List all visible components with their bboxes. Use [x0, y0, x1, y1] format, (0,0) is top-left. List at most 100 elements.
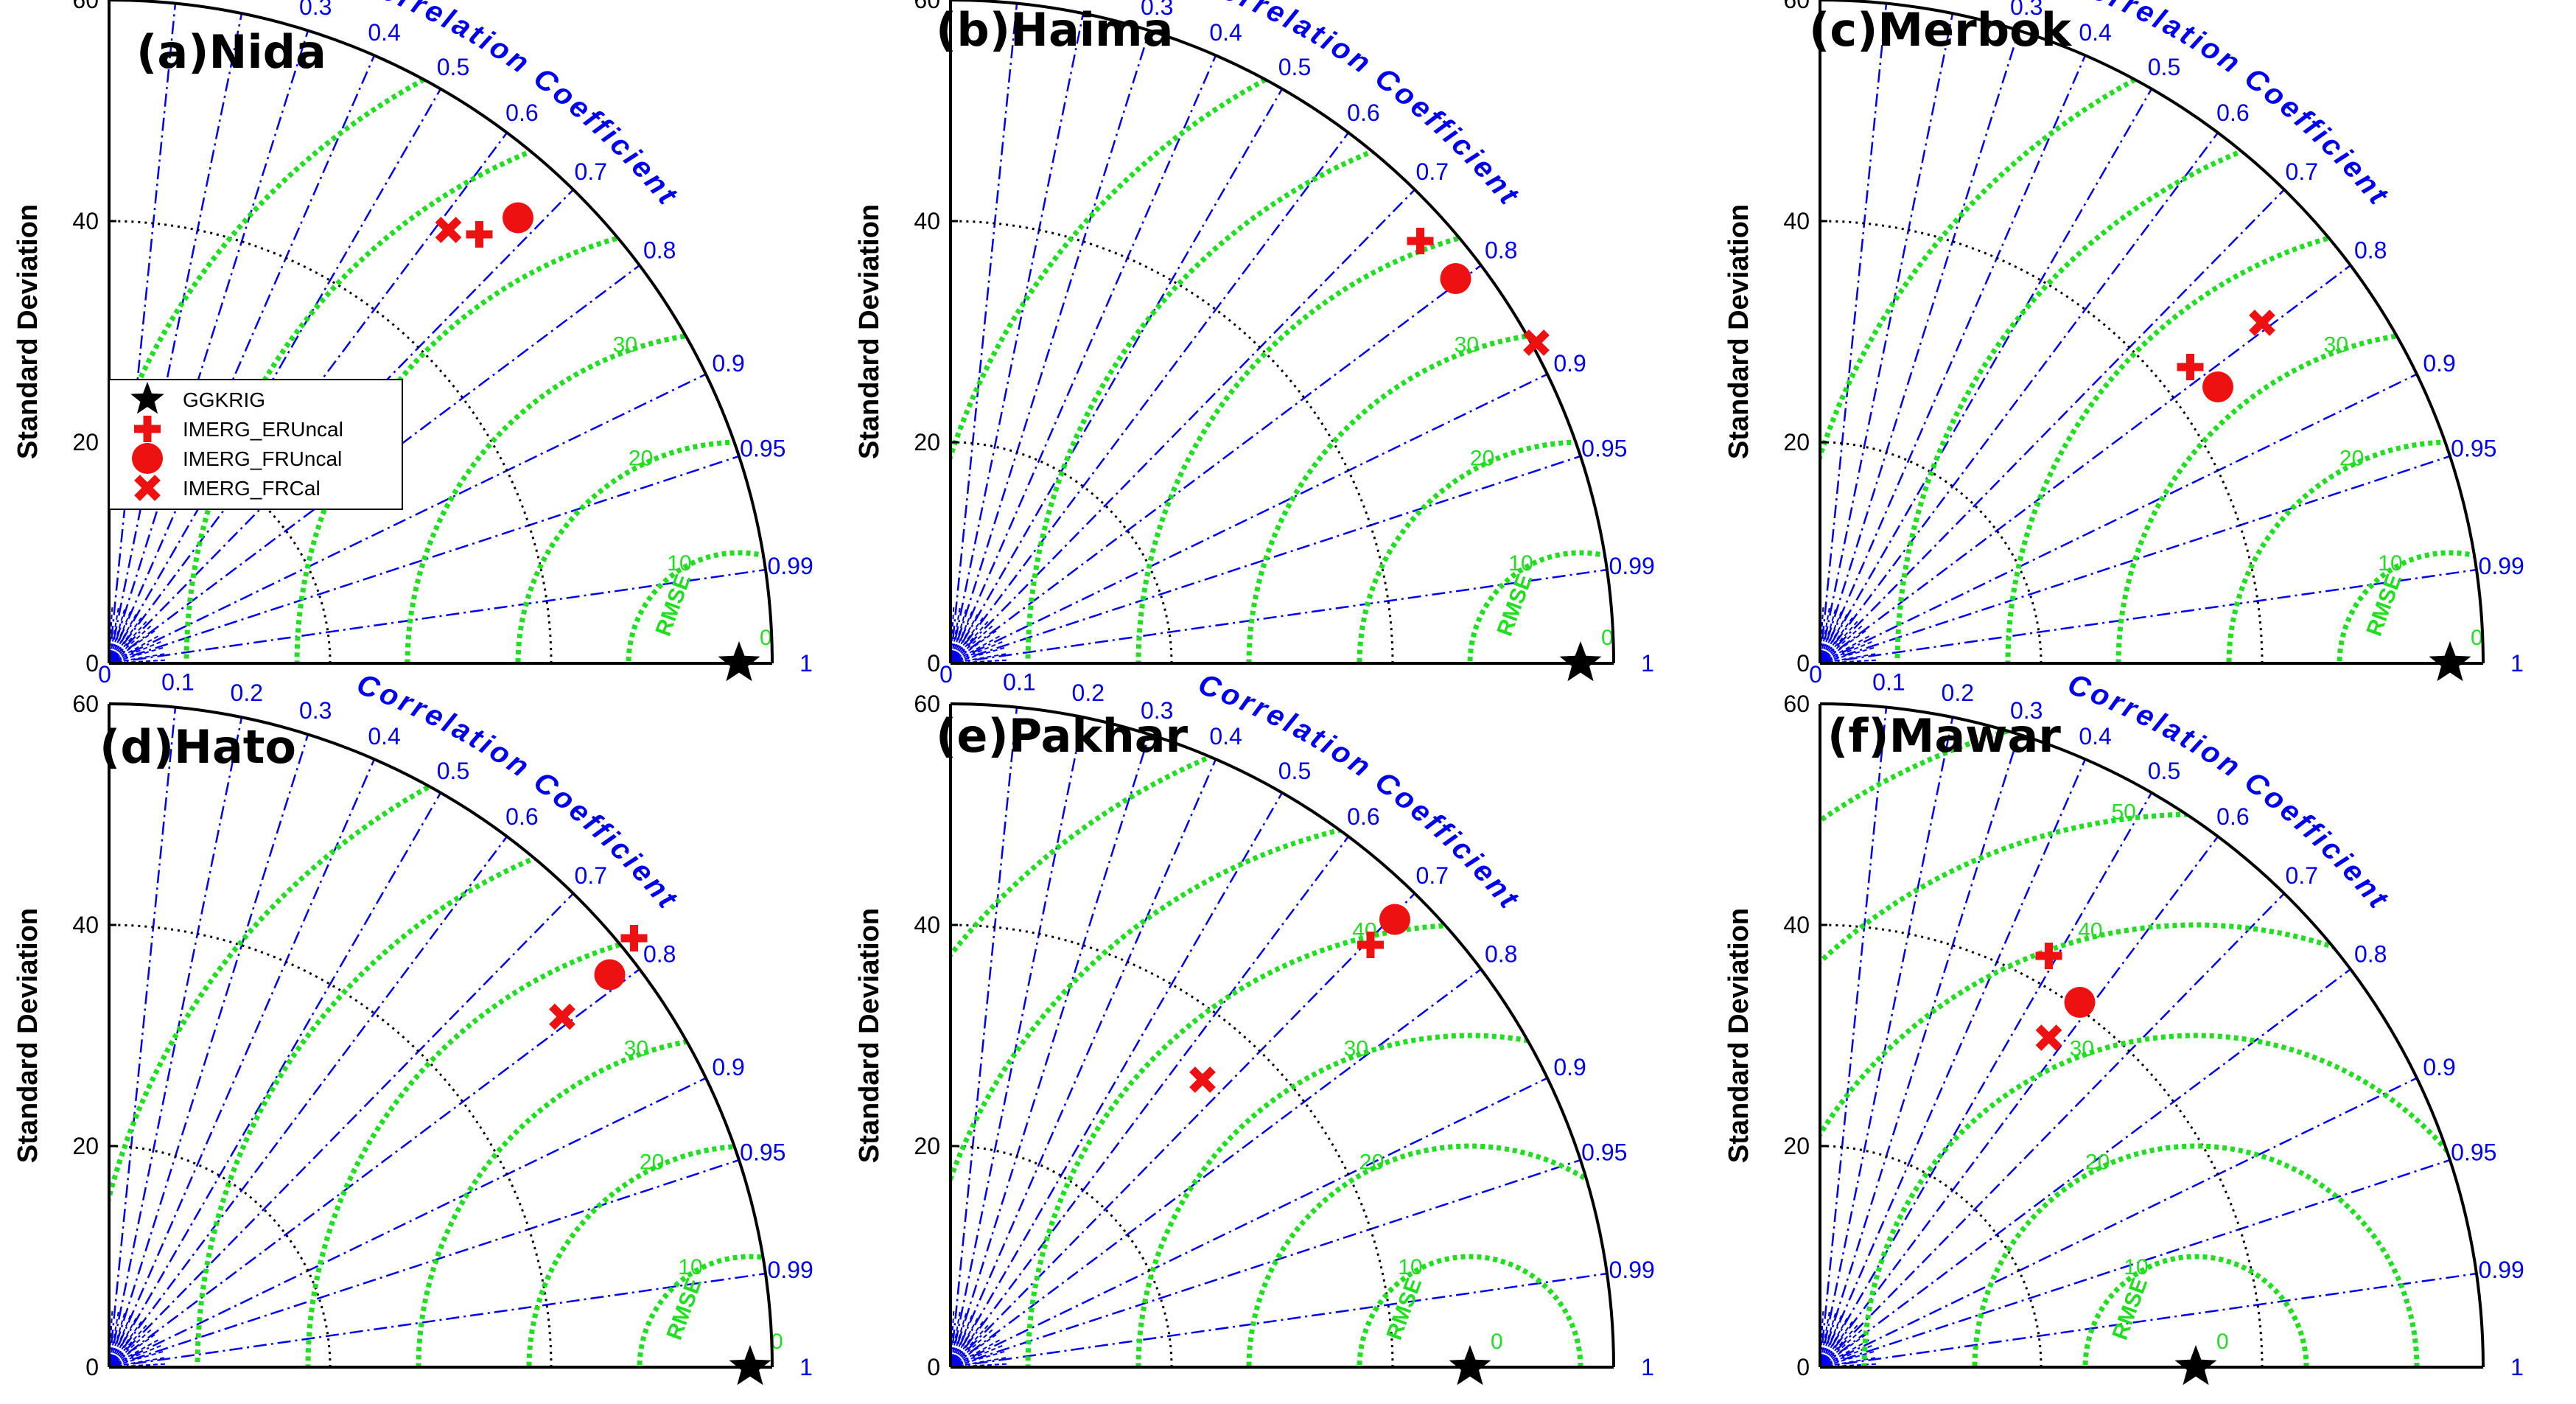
correlation-tick-label: 0.8: [2354, 941, 2387, 968]
data-point-imerg_eruncal-v: [2045, 943, 2053, 969]
correlation-ray: [950, 1159, 1581, 1369]
correlation-tick-label: 0.9: [2423, 1054, 2455, 1080]
data-point-imerg_fruncal: [503, 202, 533, 234]
correlation-tick-label: 0.5: [2148, 758, 2180, 784]
correlation-ray-fine: [950, 606, 968, 664]
correlation-tick-label: 0.99: [2479, 1257, 2524, 1283]
rmse-contour: [1820, 811, 2483, 1367]
correlation-tick-label: 0: [1809, 661, 1822, 688]
correlation-axis-label-path: Correlation Coefficient: [2063, 668, 2393, 916]
outer-arc: [108, 0, 774, 664]
data-point-imerg_eruncal-v: [1416, 228, 1424, 254]
outer-arc: [1819, 702, 2485, 1368]
correlation-tick-label: 0.2: [1942, 680, 1974, 706]
correlation-ray: [108, 265, 640, 664]
rmse-contours: [1820, 0, 2483, 663]
correlation-ray-fine: [950, 634, 1003, 664]
sd-tick-label: 20: [72, 429, 99, 455]
correlation-ray-fine: [950, 628, 999, 664]
data-point-imerg_eruncal: [1357, 932, 1384, 958]
correlation-tick-label: 0.95: [2451, 1139, 2496, 1165]
correlation-ray-fine: [108, 1312, 133, 1368]
rmse-contour: [305, 922, 772, 1367]
data-point-imerg_eruncal: [620, 925, 648, 951]
correlation-ray-fine: [1819, 608, 1844, 664]
rmse-contour: [1820, 0, 2483, 663]
rmse-axis-label: RMSE: [662, 1275, 707, 1344]
correlation-tick-label: 0.2: [231, 0, 263, 2]
correlation-tick-label: 0.95: [1581, 435, 1627, 461]
correlation-tick-label: 0.99: [768, 553, 813, 579]
correlation-tick-label: 1: [799, 1354, 813, 1380]
y-axis-label: Standard Deviation: [13, 908, 43, 1163]
legend-marker-imerg_eruncal: [134, 416, 161, 442]
rmse-tick-label: 30: [2070, 1036, 2094, 1061]
rmse-contour: [109, 0, 772, 663]
correlation-label-path: [2065, 0, 2471, 360]
correlation-tick-label: 0: [98, 661, 111, 688]
correlation-ray-fine: [108, 628, 158, 664]
rmse-axis-label: RMSE: [651, 571, 696, 640]
rmse-contour: [515, 439, 772, 663]
data-point-imerg_eruncal-v: [2186, 354, 2194, 380]
correlation-ray-fine: [1819, 646, 1877, 664]
correlation-tick-label: 0.3: [1141, 697, 1173, 724]
data-point-imerg_frcal: [1189, 1066, 1216, 1093]
correlation-tick-label: 1: [2510, 1354, 2524, 1380]
correlation-tick-label: 0.95: [1581, 1139, 1627, 1165]
correlation-tick-label: 0.7: [2286, 862, 2318, 889]
data-point-imerg_fruncal: [2202, 371, 2233, 402]
correlation-ray-fine: [108, 604, 120, 664]
data-point-imerg_frcal-b: [1523, 329, 1550, 356]
legend-label: IMERG_ERUncal: [183, 418, 343, 441]
rmse-tick-label: 10: [2378, 551, 2402, 576]
correlation-label-path: [354, 0, 760, 360]
data-point-imerg_frcal: [2249, 310, 2275, 336]
correlation-ray-fine: [1819, 618, 1861, 664]
correlation-ray: [1819, 3, 1888, 664]
reference-star: [729, 1345, 771, 1386]
data-point-imerg_eruncal-v: [1366, 932, 1375, 958]
correlation-ray-fine: [1819, 640, 1875, 664]
correlation-ray: [108, 189, 574, 664]
rmse-tick-label: 0: [2216, 1330, 2229, 1354]
correlation-tick-label: 0.6: [2216, 803, 2249, 830]
correlation-ray: [950, 265, 1482, 664]
rmse-contours: [951, 0, 1614, 663]
correlation-tick-label: 0.7: [575, 158, 607, 185]
correlation-ray-fine: [108, 1338, 161, 1368]
legend-reference-star: [130, 382, 164, 414]
rmse-contour: [2115, 329, 2483, 663]
reference-star: [2174, 1345, 2217, 1386]
correlation-tick-label: 0.99: [1609, 553, 1655, 579]
panel-title: (d)Hato: [99, 720, 296, 774]
rmse-contour: [2005, 218, 2483, 663]
correlation-ray-fine: [108, 1332, 158, 1368]
correlation-ray-fine: [1819, 1356, 1879, 1368]
correlation-tick-label: 0.7: [2286, 158, 2318, 185]
sd-arc: [108, 1145, 332, 1368]
data-point-imerg_fruncal: [1440, 263, 1471, 294]
correlation-ray-fine: [950, 1310, 968, 1368]
rmse-tick-label: 20: [2085, 1150, 2110, 1174]
correlation-ray: [108, 707, 177, 1368]
correlation-tick-label: 0.6: [1347, 803, 1379, 830]
sd-tick-label: 40: [72, 912, 99, 938]
rmse-tick-label: 10: [1508, 551, 1533, 576]
correlation-ray: [1819, 1272, 2477, 1369]
correlation-ray: [108, 792, 442, 1368]
correlation-ray-fine: [108, 1349, 167, 1368]
correlation-ray-fine: [1819, 652, 1879, 664]
data-point-imerg_frcal-b: [435, 217, 462, 243]
correlation-ray-fine: [1819, 1308, 1831, 1368]
data-point-imerg_frcal: [549, 1003, 575, 1030]
data-point-imerg_fruncal: [1379, 904, 1410, 935]
sd-arc: [950, 1145, 1173, 1368]
correlation-ray-fine: [1819, 1349, 1877, 1368]
correlation-ray-fine: [950, 1322, 991, 1368]
sd-tick-label: 20: [914, 429, 940, 455]
rmse-contour: [294, 218, 772, 663]
correlation-tick-label: 0.9: [712, 1054, 744, 1080]
data-point-imerg_fruncal: [594, 959, 626, 991]
